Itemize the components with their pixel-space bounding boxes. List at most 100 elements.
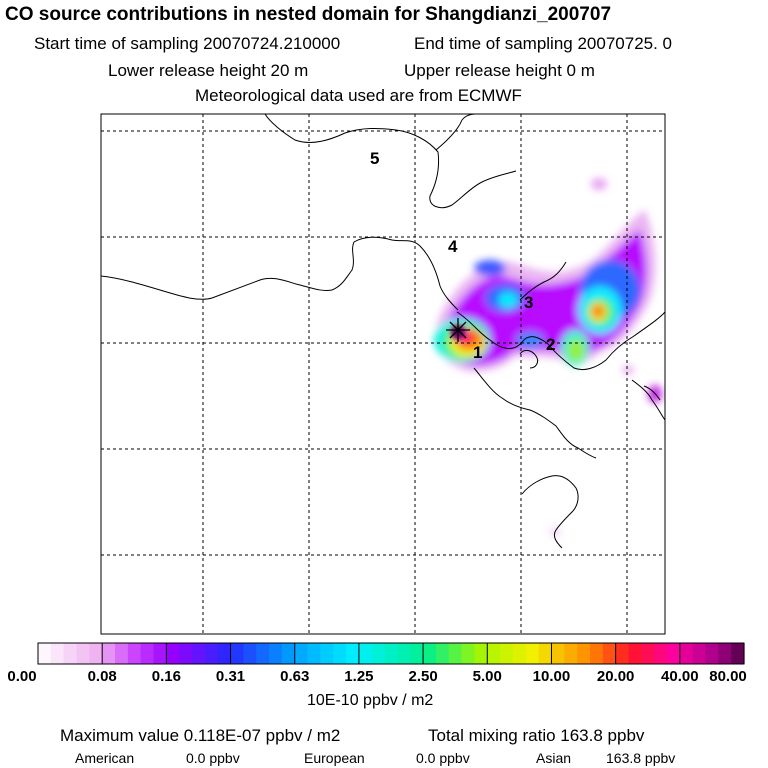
grid-lines [101, 114, 665, 634]
colorbar-swatch [423, 643, 437, 664]
colorbar-tick-label: 2.50 [408, 668, 438, 685]
colorbar-swatch [551, 643, 565, 664]
colorbar-swatch [89, 643, 103, 664]
colorbar-swatch [76, 643, 90, 664]
colorbar-unit: 10E-10 ppbv / m2 [307, 692, 434, 709]
colorbar-swatch [628, 643, 642, 664]
colorbar-tick-label: 0.08 [87, 668, 117, 685]
american-value: 0.0 ppbv [186, 750, 240, 766]
colorbar-swatch [38, 643, 52, 664]
met-data-label: Meteorological data used are from ECMWF [195, 86, 522, 105]
plume-cyan-center [498, 292, 518, 308]
colorbar-swatch [333, 643, 347, 664]
max-value-label: Maximum value 0.118E-07 ppbv / m2 [60, 726, 341, 745]
plume-red-east [593, 306, 603, 316]
asian-value: 163.8 ppbv [606, 750, 676, 766]
colorbar-swatch [512, 643, 527, 664]
colorbar-swatch [525, 643, 540, 664]
colorbar-swatch [346, 643, 360, 664]
coastline-east [519, 261, 567, 301]
colorbar-swatch [487, 643, 501, 664]
coastline-north-inlet [435, 114, 477, 151]
colorbar-swatch [397, 643, 411, 664]
colorbar-swatch [577, 643, 591, 664]
colorbar [37, 642, 745, 665]
colorbar-tick-label: 20.00 [596, 668, 635, 685]
concentration-field [434, 178, 662, 536]
colorbar-swatch [705, 643, 719, 664]
colorbar-swatch [615, 643, 630, 664]
colorbar-swatch [243, 643, 257, 664]
start-time-label: Start time of sampling 20070724.210000 [34, 34, 341, 53]
colorbar-swatch [589, 643, 604, 664]
colorbar-tick-label: 80.00 [709, 668, 747, 685]
colorbar-swatch [204, 643, 219, 664]
end-time-label: End time of sampling 20070725. 0 [414, 34, 673, 53]
coastline-south [521, 475, 579, 549]
colorbar-swatch [692, 643, 707, 664]
european-value: 0.0 ppbv [416, 750, 470, 766]
map-frame [100, 113, 666, 635]
upper-height-label: Upper release height 0 m [404, 61, 595, 80]
site-marker [446, 318, 470, 342]
colorbar-swatch [127, 643, 142, 664]
colorbar-swatch [731, 643, 745, 664]
region-label-2: 2 [546, 335, 555, 354]
plume-blue-north [474, 260, 506, 276]
colorbar-swatch [435, 643, 450, 664]
colorbar-swatch [371, 643, 386, 664]
colorbar-swatch [153, 643, 167, 664]
american-label: American [75, 750, 135, 766]
colorbar-swatch [654, 643, 668, 664]
colorbar-swatch [230, 643, 244, 664]
colorbar-swatch [474, 643, 488, 664]
colorbar-swatch [166, 643, 180, 664]
colorbar-tick-label: 5.00 [472, 668, 502, 685]
colorbar-swatch [281, 643, 296, 664]
colorbar-swatch [461, 643, 476, 664]
european-label: European [304, 750, 365, 766]
coastline-shandong [473, 367, 597, 459]
colorbar-swatch [358, 643, 373, 664]
colorbar-tick-label: 10.00 [532, 668, 571, 685]
total-mixing-label: Total mixing ratio 163.8 ppbv [428, 726, 645, 745]
colorbar-tick-label: 0.63 [280, 668, 310, 685]
colorbar-swatch [410, 643, 424, 664]
colorbar-swatch [384, 643, 399, 664]
asian-label: Asian [536, 750, 572, 766]
colorbar-swatch [679, 643, 694, 664]
coastline-north [264, 114, 517, 209]
lower-height-label: Lower release height 20 m [108, 61, 309, 80]
plume-spot-a [591, 178, 607, 190]
colorbar-tick-label: 0.31 [215, 668, 246, 685]
border-west [101, 236, 459, 311]
colorbar-swatch [564, 643, 578, 664]
colorbar-swatch [718, 643, 732, 664]
colorbar-tick-label: 0.00 [7, 668, 37, 685]
colorbar-swatch [294, 643, 309, 664]
colorbar-swatch [307, 643, 321, 664]
region-label-4: 4 [448, 237, 458, 256]
colorbar-swatch [500, 643, 514, 664]
colorbar-swatch [256, 643, 270, 664]
colorbar-swatch [179, 643, 193, 664]
region-label-3: 3 [524, 293, 533, 312]
coastline-korea [631, 379, 665, 421]
chart-title: CO source contributions in nested domain… [5, 4, 612, 25]
colorbar-swatch [115, 643, 129, 664]
region-label-1: 1 [473, 343, 482, 362]
colorbar-swatch [217, 643, 232, 664]
colorbar-tick-label: 1.25 [344, 668, 374, 685]
colorbar-swatch [448, 643, 463, 664]
plume-blue-south [516, 332, 544, 348]
colorbar-swatch [140, 643, 155, 664]
colorbar-swatch [50, 643, 65, 664]
colorbar-swatch [102, 643, 116, 664]
colorbar-swatch [666, 643, 681, 664]
colorbar-swatch [538, 643, 553, 664]
colorbar-tick-label: 40.00 [661, 668, 699, 685]
plume-spot-d [622, 365, 634, 375]
colorbar-tick-label: 0.16 [151, 668, 181, 685]
coastline-bohai [456, 311, 665, 371]
